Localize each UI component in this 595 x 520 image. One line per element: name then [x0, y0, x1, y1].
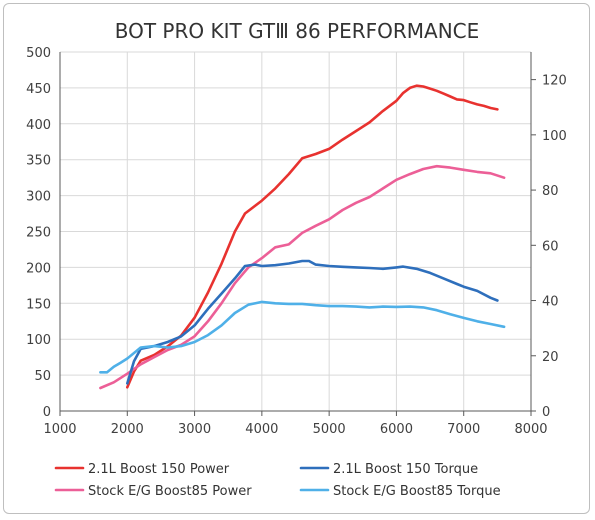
y-tick-label: 100 [26, 333, 51, 348]
chart-title: BOT PRO KIT GTⅢ 86 PERFORMANCE [115, 19, 480, 43]
y-tick-label: 250 [26, 226, 51, 241]
legend-entry: Stock E/G Boost85 Torque [299, 484, 501, 499]
x-tick-label: 1000 [43, 422, 76, 437]
series-line-2 [99, 164, 506, 390]
y2-tick-label: 120 [542, 74, 567, 89]
y-tick-label: 400 [26, 118, 51, 133]
legend-label: 2.1L Boost 150 Power [88, 462, 230, 477]
x-tick-label: 7000 [447, 422, 480, 437]
y-tick-label: 0 [43, 405, 51, 420]
x-tick-label: 8000 [514, 422, 547, 437]
series-layer [99, 84, 506, 390]
y-tick-label: 300 [26, 190, 51, 205]
y2-tick-label: 0 [542, 405, 550, 420]
y-tick-label: 150 [26, 297, 51, 312]
legend-label: Stock E/G Boost85 Torque [333, 484, 501, 499]
series-line-3 [126, 259, 499, 385]
y-tick-label: 450 [26, 82, 51, 97]
x-tick-label: 5000 [313, 422, 346, 437]
series-line-1 [126, 84, 499, 389]
x-tick-label: 6000 [380, 422, 413, 437]
x-tick-label: 3000 [178, 422, 211, 437]
legend-entry: 2.1L Boost 150 Power [54, 462, 230, 477]
legend-label: Stock E/G Boost85 Power [88, 484, 252, 499]
legend-entry: 2.1L Boost 150 Torque [299, 462, 478, 477]
y2-tick-label: 20 [542, 350, 559, 365]
x-tick-label: 4000 [245, 422, 278, 437]
y2-tick-label: 40 [542, 295, 559, 310]
y-tick-label: 50 [34, 369, 51, 384]
x-tick-label: 2000 [111, 422, 144, 437]
legend-entry: Stock E/G Boost85 Power [54, 484, 252, 499]
y-tick-label: 200 [26, 261, 51, 276]
y2-tick-label: 80 [542, 184, 559, 199]
legend: 2.1L Boost 150 Power 2.1L Boost 150 Torqu… [54, 462, 501, 499]
y-tick-label: 350 [26, 154, 51, 169]
y2-tick-label: 60 [542, 239, 559, 254]
y-tick-label: 500 [26, 46, 51, 61]
series-line-4 [99, 300, 506, 374]
y2-tick-label: 100 [542, 129, 567, 144]
legend-label: 2.1L Boost 150 Torque [333, 462, 478, 477]
